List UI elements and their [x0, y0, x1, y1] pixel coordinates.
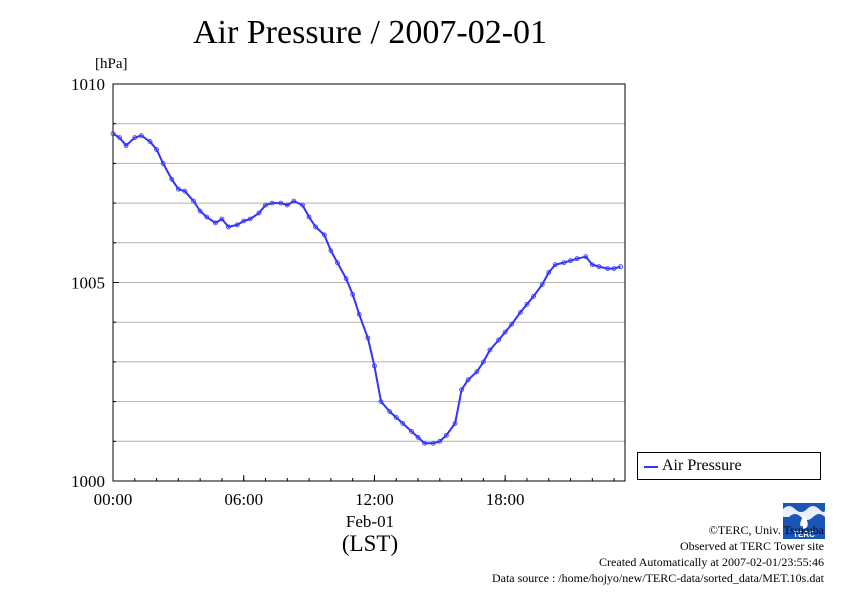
data-point: [605, 266, 610, 272]
data-point: [175, 186, 181, 192]
data-point: [611, 266, 617, 272]
data-point: [263, 202, 268, 208]
data-point: [160, 160, 166, 166]
data-point: [480, 359, 486, 365]
data-point: [328, 248, 334, 254]
data-point: [459, 387, 464, 393]
data-point: [234, 222, 240, 228]
legend: Air Pressure: [637, 452, 821, 480]
y-tick-label: 1010: [71, 75, 105, 94]
data-point: [204, 214, 210, 220]
x-axis-date-label: Feb-01: [345, 512, 395, 531]
data-point: [123, 143, 129, 148]
legend-label-air-pressure: Air Pressure: [662, 457, 742, 474]
data-point: [531, 293, 536, 299]
data-point: [487, 347, 493, 353]
y-axis-unit: [hPa]: [95, 56, 128, 72]
chart-title: Air Pressure / 2007-02-01: [192, 14, 548, 51]
data-point: [443, 432, 449, 438]
logo-text: TERC: [793, 530, 815, 539]
data-point: [437, 438, 443, 444]
data-point: [147, 139, 153, 144]
data-point: [502, 329, 508, 335]
data-point: [430, 440, 436, 446]
data-point: [496, 337, 502, 343]
data-point: [169, 176, 175, 182]
data-point: [387, 409, 393, 414]
data-point: [154, 147, 159, 152]
data-point: [400, 421, 406, 426]
data-point: [568, 258, 573, 264]
x-tick-label: 12:00: [355, 490, 394, 509]
data-point: [138, 133, 144, 139]
x-axis-timezone-label: (LST): [341, 531, 399, 556]
data-point: [306, 214, 312, 220]
data-point: [241, 218, 247, 224]
data-point: [474, 369, 480, 375]
series-line-air-pressure: [112, 132, 621, 445]
data-point: [291, 198, 297, 204]
data-point: [212, 220, 218, 226]
data-point: [422, 440, 427, 446]
data-point: [269, 200, 275, 206]
data-point: [539, 282, 545, 287]
data-point: [350, 292, 356, 297]
x-tick-label: 18:00: [486, 490, 525, 509]
credit-source: Data source : /home/hojyo/new/TERC-data/…: [491, 571, 824, 585]
data-point: [356, 311, 362, 317]
data-point: [247, 216, 253, 222]
data-point: [518, 309, 523, 315]
credit-observed: Observed at TERC Tower site: [679, 539, 824, 553]
credits: ©TERC, Univ. Tsukuba Observed at TERC To…: [492, 522, 824, 586]
data-point: [372, 363, 377, 369]
data-point: [589, 262, 595, 268]
data-point: [365, 335, 371, 341]
data-point: [313, 224, 319, 230]
data-point: [117, 135, 122, 140]
legend-swatch: [644, 466, 658, 468]
data-point: [524, 301, 530, 307]
data-point: [452, 421, 458, 426]
y-tick-label: 1000: [71, 472, 105, 491]
data-point: [618, 264, 624, 270]
terc-logo-icon: TERC: [783, 503, 825, 539]
data-point: [552, 262, 558, 268]
data-point: [110, 131, 116, 137]
data-point: [415, 434, 421, 440]
data-point: [561, 260, 567, 266]
data-point: [278, 200, 284, 206]
data-point: [393, 415, 399, 420]
data-point: [219, 216, 225, 222]
credit-created: Created Automatically at 2007-02-01/23:5…: [599, 555, 824, 569]
data-point: [132, 135, 138, 140]
data-point: [191, 198, 197, 204]
x-tick-label: 00:00: [94, 490, 133, 509]
data-point: [284, 202, 290, 208]
data-point: [509, 321, 515, 327]
data-point: [197, 208, 203, 214]
data-point: [226, 224, 231, 230]
data-point: [378, 399, 384, 405]
data-point: [583, 254, 589, 260]
data-point: [321, 232, 327, 238]
credit-copyright: ©TERC, Univ. Tsukuba: [708, 523, 824, 537]
data-point: [409, 428, 414, 434]
data-point: [256, 210, 262, 216]
data-point: [300, 202, 305, 208]
data-point: [596, 264, 602, 270]
x-tick-label: 06:00: [224, 490, 263, 509]
data-point: [343, 276, 349, 281]
data-point: [335, 260, 340, 266]
data-point: [546, 270, 552, 275]
data-point: [465, 377, 471, 383]
data-point: [182, 188, 188, 194]
y-tick-label: 1005: [71, 274, 105, 293]
data-point: [574, 256, 580, 262]
